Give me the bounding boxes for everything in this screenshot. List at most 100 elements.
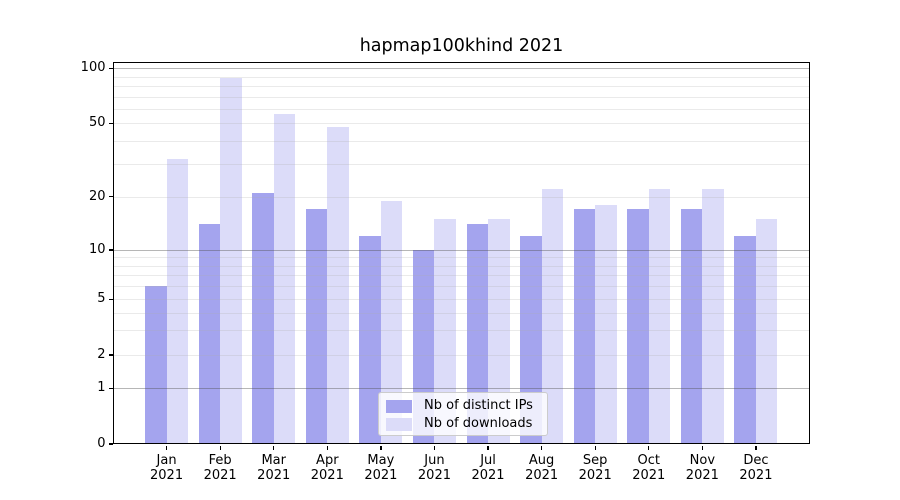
x-tick-label-jul: Jul 2021 (456, 453, 520, 484)
x-tick-label-year: 2021 (364, 468, 398, 483)
bar-distinct-ips-nov (680, 209, 703, 444)
gridline-minor-3 (113, 330, 810, 332)
x-tick-label-month: Jul (480, 452, 496, 468)
x-tick-label-year: 2021 (150, 468, 184, 483)
gridline-major-1 (113, 388, 810, 390)
bar-distinct-ips-jul (466, 224, 489, 444)
gridline-minor-20 (113, 196, 810, 198)
y-tick-0 (108, 443, 113, 445)
x-tick-jan (165, 445, 168, 450)
x-tick-label-jun: Jun 2021 (402, 453, 466, 484)
bar-downloads-sep (595, 204, 617, 444)
x-tick-label-feb: Feb 2021 (188, 453, 252, 484)
x-tick-nov (701, 445, 704, 450)
x-tick-label-aug: Aug 2021 (510, 453, 574, 484)
y-tick-10 (108, 249, 113, 251)
y-tick-label-100: 100 (80, 60, 106, 76)
bar-distinct-ips-feb (198, 224, 221, 444)
bar-distinct-ips-mar (252, 192, 274, 444)
x-tick-label-year: 2021 (578, 468, 612, 483)
x-tick-label-month: May (367, 452, 395, 468)
y-tick-label-20: 20 (88, 188, 106, 204)
chart-title: hapmap100khind 2021 (359, 36, 564, 56)
x-tick-apr (326, 445, 328, 450)
x-tick-label-month: Nov (689, 452, 716, 468)
bar-downloads-nov (702, 189, 724, 444)
bar-downloads-dec (755, 218, 778, 444)
gridline-major-10 (113, 250, 810, 251)
gridline-minor-5 (113, 299, 810, 301)
gridline-minor-90 (113, 76, 810, 78)
bar-distinct-ips-jan (145, 286, 167, 444)
x-tick-label-sep: Sep 2021 (563, 453, 627, 484)
legend-row-distinct-ips: Nb of distinct IPs (386, 397, 540, 415)
legend-swatch-distinct-ips (386, 399, 412, 413)
x-tick-label-year: 2021 (417, 468, 451, 483)
gridline-minor-2 (113, 355, 810, 356)
x-tick-label-month: Mar (261, 452, 286, 468)
x-tick-label-apr: Apr 2021 (295, 453, 359, 484)
x-tick-label-month: Sep (582, 452, 608, 468)
y-tick-1 (108, 387, 113, 389)
bar-downloads-jul (488, 218, 510, 444)
x-tick-label-jan: Jan 2021 (135, 453, 199, 484)
legend-label-distinct-ips: Nb of distinct IPs (424, 398, 533, 413)
gridline-minor-8 (113, 265, 810, 267)
x-tick-sep (594, 445, 596, 450)
x-tick-label-year: 2021 (632, 468, 666, 483)
x-tick-label-year: 2021 (525, 468, 559, 483)
bar-downloads-feb (220, 78, 242, 444)
x-tick-label-dec: Dec 2021 (724, 453, 788, 484)
gridline-minor-9 (113, 257, 810, 259)
y-tick-label-0: 0 (97, 436, 106, 451)
x-tick-label-nov: Nov 2021 (670, 453, 734, 484)
x-tick-label-may: May 2021 (349, 453, 413, 484)
x-tick-label-month: Aug (528, 452, 555, 468)
x-tick-label-month: Feb (208, 452, 232, 468)
y-tick-label-2: 2 (97, 347, 106, 362)
y-tick-2 (108, 354, 113, 356)
gridline-minor-4 (113, 312, 810, 314)
bar-downloads-mar (273, 114, 296, 444)
x-tick-label-oct: Oct 2021 (617, 453, 681, 484)
x-tick-label-month: Jun (424, 452, 445, 468)
bar-distinct-ips-aug (520, 235, 542, 444)
legend: Nb of distinct IPs Nb of downloads (378, 392, 548, 436)
bar-downloads-aug (541, 189, 564, 444)
bar-downloads-jun (434, 218, 456, 444)
bar-distinct-ips-dec (734, 235, 756, 444)
y-tick-5 (108, 298, 113, 300)
y-tick-label-1: 1 (97, 380, 106, 396)
bar-downloads-apr (327, 126, 349, 444)
x-tick-dec (755, 445, 757, 450)
x-tick-label-year: 2021 (257, 468, 291, 483)
y-tick-100 (108, 67, 113, 69)
x-tick-label-month: Dec (743, 452, 769, 468)
gridline-minor-50 (113, 123, 810, 125)
legend-row-downloads: Nb of downloads (386, 415, 540, 433)
x-tick-label-year: 2021 (471, 468, 505, 483)
x-tick-label-mar: Mar 2021 (242, 453, 306, 484)
gridline-minor-30 (113, 164, 810, 166)
bar-distinct-ips-sep (573, 209, 596, 444)
x-tick-may (380, 445, 382, 450)
x-tick-mar (273, 445, 275, 450)
bar-downloads-oct (648, 189, 671, 444)
x-tick-jun (433, 445, 436, 450)
x-tick-label-year: 2021 (739, 468, 773, 483)
x-tick-label-month: Oct (637, 452, 660, 468)
bar-distinct-ips-may (359, 235, 381, 444)
y-tick-50 (108, 122, 113, 124)
gridline-minor-70 (113, 96, 810, 98)
y-tick-label-10: 10 (88, 242, 106, 257)
gridline-minor-80 (113, 86, 810, 87)
x-tick-label-month: Jan (156, 452, 177, 468)
x-tick-feb (219, 445, 221, 450)
gridline-minor-40 (113, 141, 810, 143)
x-tick-jul (487, 445, 489, 450)
y-tick-label-5: 5 (97, 291, 106, 307)
legend-swatch-downloads (386, 417, 412, 431)
gridline-minor-6 (113, 286, 810, 288)
bar-downloads-may (380, 200, 403, 444)
